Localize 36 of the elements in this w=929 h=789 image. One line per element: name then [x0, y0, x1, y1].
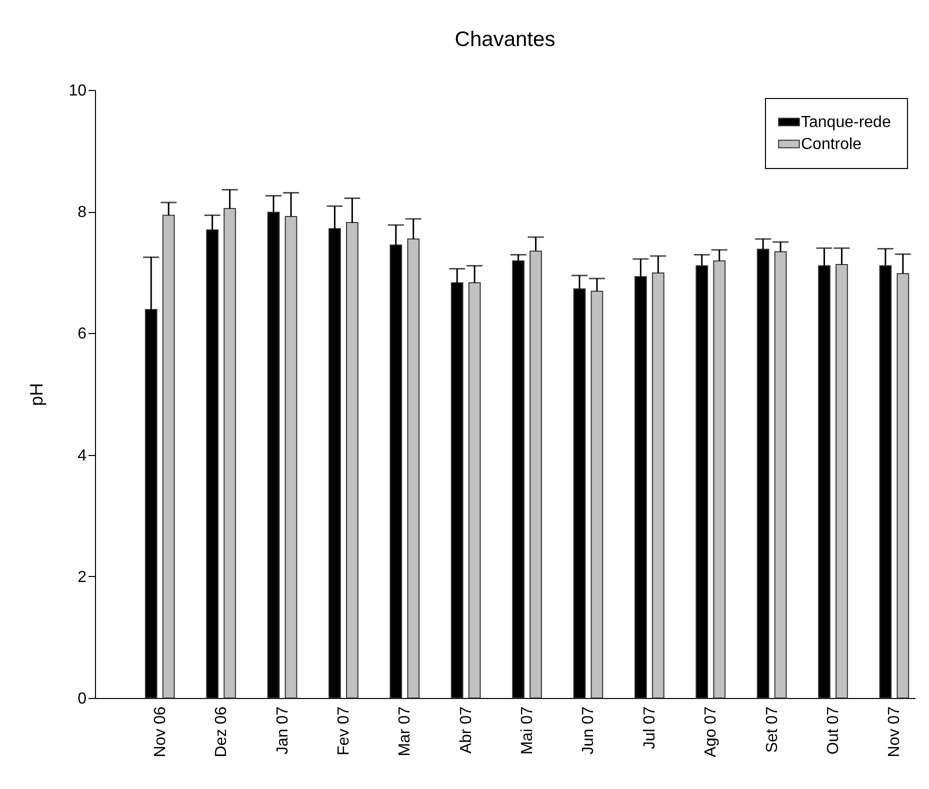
bar: [468, 282, 481, 698]
bar: [652, 272, 664, 698]
bar: [713, 260, 726, 698]
bar: [896, 273, 910, 698]
x-tick-label: Ago 07: [702, 706, 720, 758]
y-tick-label: 0: [78, 690, 87, 708]
x-tick-label: Abr 07: [458, 706, 475, 754]
x-tick-label: Set 07: [764, 706, 781, 753]
y-tick-label: 8: [78, 204, 87, 222]
x-tick-label: Jul 07: [641, 706, 658, 750]
bar: [590, 290, 604, 698]
x-tick-label: Dez 06: [213, 706, 230, 758]
bar: [407, 238, 420, 698]
legend-label: Tanque-rede: [801, 114, 891, 131]
x-tick-label: Out 07: [825, 706, 842, 755]
bar: [774, 251, 787, 698]
x-tick-label: Jan 07: [274, 706, 292, 755]
x-tick-label: Nov 07: [886, 706, 904, 758]
bar: [284, 216, 298, 698]
y-tick-label: 2: [78, 568, 87, 586]
bar: [162, 214, 175, 698]
y-tick-label: 10: [68, 82, 87, 100]
bar: [346, 222, 358, 698]
chart-title: Chavantes: [454, 28, 556, 51]
x-tick-label: Fev 07: [335, 706, 352, 756]
bar: [224, 208, 236, 698]
bar: [530, 250, 542, 698]
y-tick-label: 6: [78, 326, 87, 343]
x-tick-label: Nov 06: [152, 706, 169, 758]
x-tick-label: Mai 07: [519, 706, 536, 755]
x-tick-label: Mar 07: [396, 706, 414, 756]
bar: [836, 264, 848, 698]
y-tick-label: 4: [78, 447, 87, 464]
legend-label: Controle: [801, 136, 862, 153]
x-tick-label: Jun 07: [580, 706, 598, 755]
y-axis-title: pH: [26, 382, 47, 406]
